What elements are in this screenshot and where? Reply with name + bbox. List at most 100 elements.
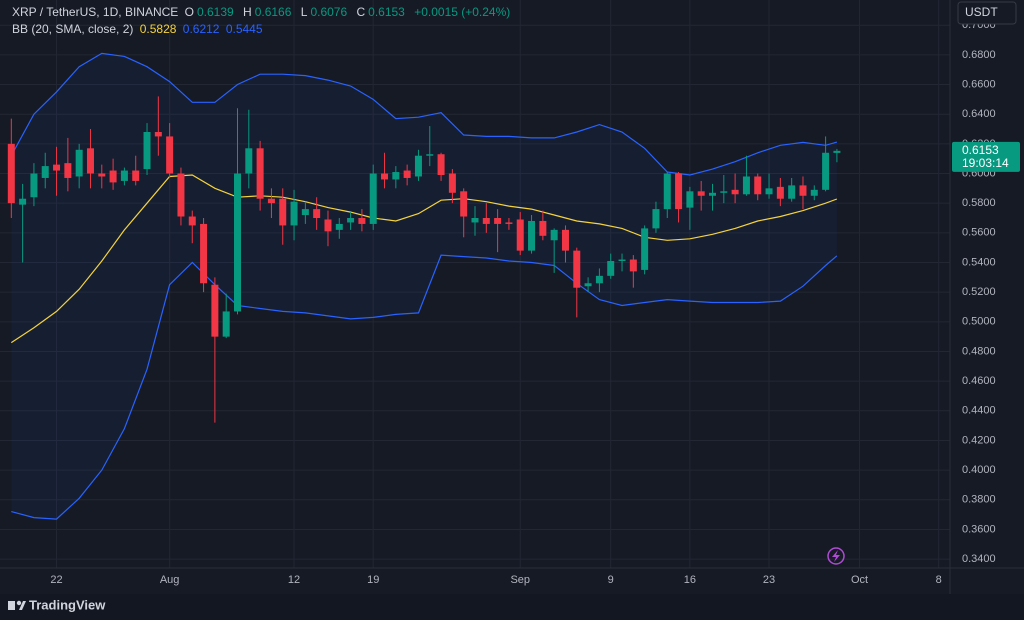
- candle-body: [460, 191, 468, 217]
- ohlc-letter: C: [356, 5, 366, 19]
- candle-body: [392, 172, 400, 180]
- grid: [0, 0, 950, 568]
- lower-band: [11, 254, 838, 520]
- candle-body: [234, 173, 241, 312]
- candle-body: [822, 152, 830, 190]
- candle-body: [301, 209, 309, 216]
- candle-body: [75, 149, 83, 177]
- ohlc-value: 0.6076: [310, 5, 348, 19]
- y-tick-label: 0.4200: [962, 434, 996, 446]
- x-tick-label: 22: [50, 574, 62, 586]
- candle-body: [720, 191, 728, 193]
- lower-value: 0.5445: [225, 22, 263, 36]
- candle-body: [494, 218, 502, 224]
- candle-body: [550, 229, 558, 241]
- candle-body: [776, 186, 784, 199]
- x-tick-label: 9: [608, 574, 614, 586]
- y-tick-label: 0.3600: [962, 523, 996, 535]
- candle-body: [810, 189, 818, 196]
- price-tag: [952, 141, 1020, 172]
- band-fill: [11, 53, 837, 520]
- candle-body: [41, 166, 49, 178]
- y-tick-label: 0.5600: [962, 227, 996, 239]
- candle-body: [7, 143, 15, 204]
- candle-body: [347, 218, 355, 223]
- bollinger-bands: [10, 52, 838, 520]
- candle-body: [686, 191, 694, 208]
- candle-body: [414, 155, 422, 177]
- ohlc-letter: H: [243, 5, 252, 19]
- candle-body: [516, 219, 524, 251]
- candle-body: [358, 218, 366, 224]
- countdown: 19:03:14: [962, 156, 1009, 170]
- candle-body: [381, 173, 389, 180]
- axes: 0.3400 0.3600 0.3800 0.4000 0.4200 0.4400 0.46…: [50, 19, 1020, 586]
- candle-body: [641, 228, 649, 270]
- y-tick-label: 0.5400: [962, 256, 996, 268]
- currency-button[interactable]: USDT: [957, 1, 1017, 25]
- candle-body: [403, 170, 411, 178]
- symbol-legend: XRP / TetherUS, 1D, BINANCE O 0.6139 H 0.6…: [12, 5, 516, 19]
- y-tick-label: 0.5000: [962, 316, 996, 328]
- candle-body: [595, 275, 603, 284]
- y-tick-label: 0.5800: [962, 197, 996, 209]
- ohlc-value: 0.6139: [196, 5, 234, 19]
- x-tick-label: Sep: [510, 574, 530, 586]
- candle-body: [629, 259, 637, 272]
- y-tick-label: 0.6400: [962, 108, 996, 120]
- candle-body: [143, 131, 151, 170]
- candle-body: [211, 284, 219, 337]
- y-tick-label: 0.6800: [962, 49, 996, 61]
- upper-value: 0.6212: [182, 22, 220, 36]
- x-tick-label: 19: [367, 574, 379, 586]
- candle-body: [64, 163, 72, 178]
- lightning-icon[interactable]: [827, 547, 845, 565]
- candle-body: [697, 191, 705, 196]
- y-tick-label: 0.4400: [962, 405, 996, 417]
- indicator-title[interactable]: BB (20, SMA, close, 2): [12, 22, 134, 36]
- candle-body: [279, 198, 287, 226]
- x-tick-label: Oct: [851, 574, 868, 586]
- candle-body: [799, 185, 807, 196]
- candle-body: [833, 150, 841, 153]
- candle-body: [324, 219, 332, 232]
- candle-body: [335, 223, 343, 230]
- ohlc-value: 0.6166: [254, 5, 292, 19]
- candle-body: [471, 218, 479, 223]
- candle-body: [166, 136, 174, 174]
- symbol-title[interactable]: XRP / TetherUS, 1D, BINANCE: [12, 5, 179, 19]
- candle-body: [120, 170, 128, 181]
- y-tick-label: 0.6600: [962, 78, 996, 90]
- candle-body: [742, 176, 750, 195]
- upper-band: [10, 52, 838, 176]
- y-tick-label: 0.4600: [962, 375, 996, 387]
- indicator-legend: BB (20, SMA, close, 2) 0.5828 0.6212 0.5…: [12, 22, 266, 36]
- candle-body: [245, 148, 253, 174]
- candle-body: [561, 229, 569, 251]
- candle-body: [482, 218, 490, 224]
- candle-body: [369, 173, 377, 224]
- y-tick-label: 0.4000: [962, 464, 996, 476]
- candle-body: [313, 209, 321, 219]
- candle-body: [709, 192, 716, 196]
- candle-body: [154, 131, 162, 137]
- candle-body: [675, 173, 683, 210]
- candle-body: [98, 173, 106, 177]
- footer: [0, 594, 1024, 620]
- candle-body: [505, 222, 513, 224]
- candle-body: [448, 173, 456, 193]
- x-tick-label: 12: [288, 574, 300, 586]
- y-tick-label: 0.3800: [962, 494, 996, 506]
- candle-body: [607, 261, 615, 276]
- candle-body: [19, 198, 27, 205]
- candle-body: [618, 259, 626, 262]
- candle-body: [754, 176, 762, 195]
- candle-body: [188, 216, 196, 226]
- currency: USDT: [965, 5, 998, 19]
- candle-body: [426, 154, 434, 156]
- change: +0.0015 (+0.24%): [414, 5, 511, 19]
- candle-body: [222, 311, 230, 337]
